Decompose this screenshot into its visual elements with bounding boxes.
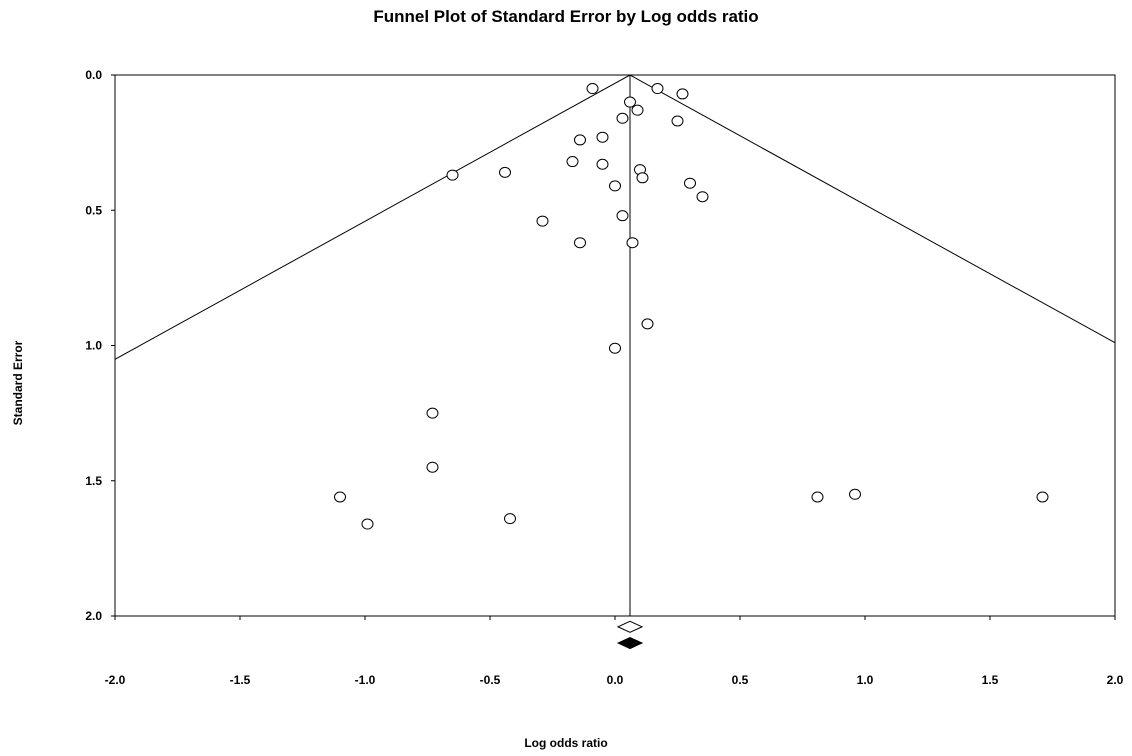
x-tick-label: -1.0: [355, 673, 376, 687]
y-tick-label: 2.0: [85, 609, 102, 623]
study-point: [811, 491, 824, 503]
study-point: [631, 104, 644, 116]
summary-diamond-filled: [616, 636, 644, 650]
study-point: [596, 131, 609, 143]
study-point: [671, 115, 684, 127]
study-point: [586, 83, 599, 95]
study-point: [536, 215, 549, 227]
x-tick-label: 0.0: [607, 673, 624, 687]
funnel-left-line: [115, 75, 631, 360]
study-point: [1036, 491, 1049, 503]
study-point: [626, 237, 639, 249]
y-tick-label: 0.5: [85, 203, 102, 217]
study-point: [696, 191, 709, 203]
study-point: [566, 156, 579, 168]
study-point: [574, 237, 586, 249]
x-tick-label: 2.0: [1107, 673, 1124, 687]
study-point: [609, 180, 621, 192]
study-point: [616, 210, 629, 222]
study-point: [334, 491, 346, 503]
y-tick-label: 1.5: [85, 474, 102, 488]
study-point: [361, 518, 374, 530]
study-point: [574, 134, 586, 146]
study-point: [609, 342, 621, 354]
study-point: [624, 96, 636, 108]
study-point: [651, 83, 664, 95]
y-tick-label: 1.0: [85, 339, 102, 353]
study-point: [504, 513, 516, 525]
funnel-right-line: [629, 75, 1115, 344]
x-tick-label: -2.0: [105, 673, 126, 687]
study-point: [499, 166, 511, 178]
x-tick-label: 0.5: [732, 673, 749, 687]
x-tick-label: 1.0: [857, 673, 874, 687]
study-point: [684, 177, 696, 189]
chart-title: Funnel Plot of Standard Error by Log odd…: [373, 7, 759, 26]
x-tick-label: -0.5: [480, 673, 501, 687]
study-point: [849, 488, 861, 500]
x-tick-label: 1.5: [982, 673, 999, 687]
x-tick-label: -1.5: [230, 673, 251, 687]
study-point: [641, 318, 654, 330]
study-point: [616, 112, 629, 124]
study-point: [636, 172, 649, 184]
y-tick-label: 0.0: [85, 68, 102, 82]
study-point: [426, 407, 439, 419]
summary-diamond-open: [616, 620, 644, 633]
study-point: [446, 169, 459, 181]
study-point: [596, 158, 609, 170]
study-point: [426, 461, 439, 473]
study-point: [676, 88, 689, 100]
x-axis-label: Log odds ratio: [524, 736, 608, 750]
